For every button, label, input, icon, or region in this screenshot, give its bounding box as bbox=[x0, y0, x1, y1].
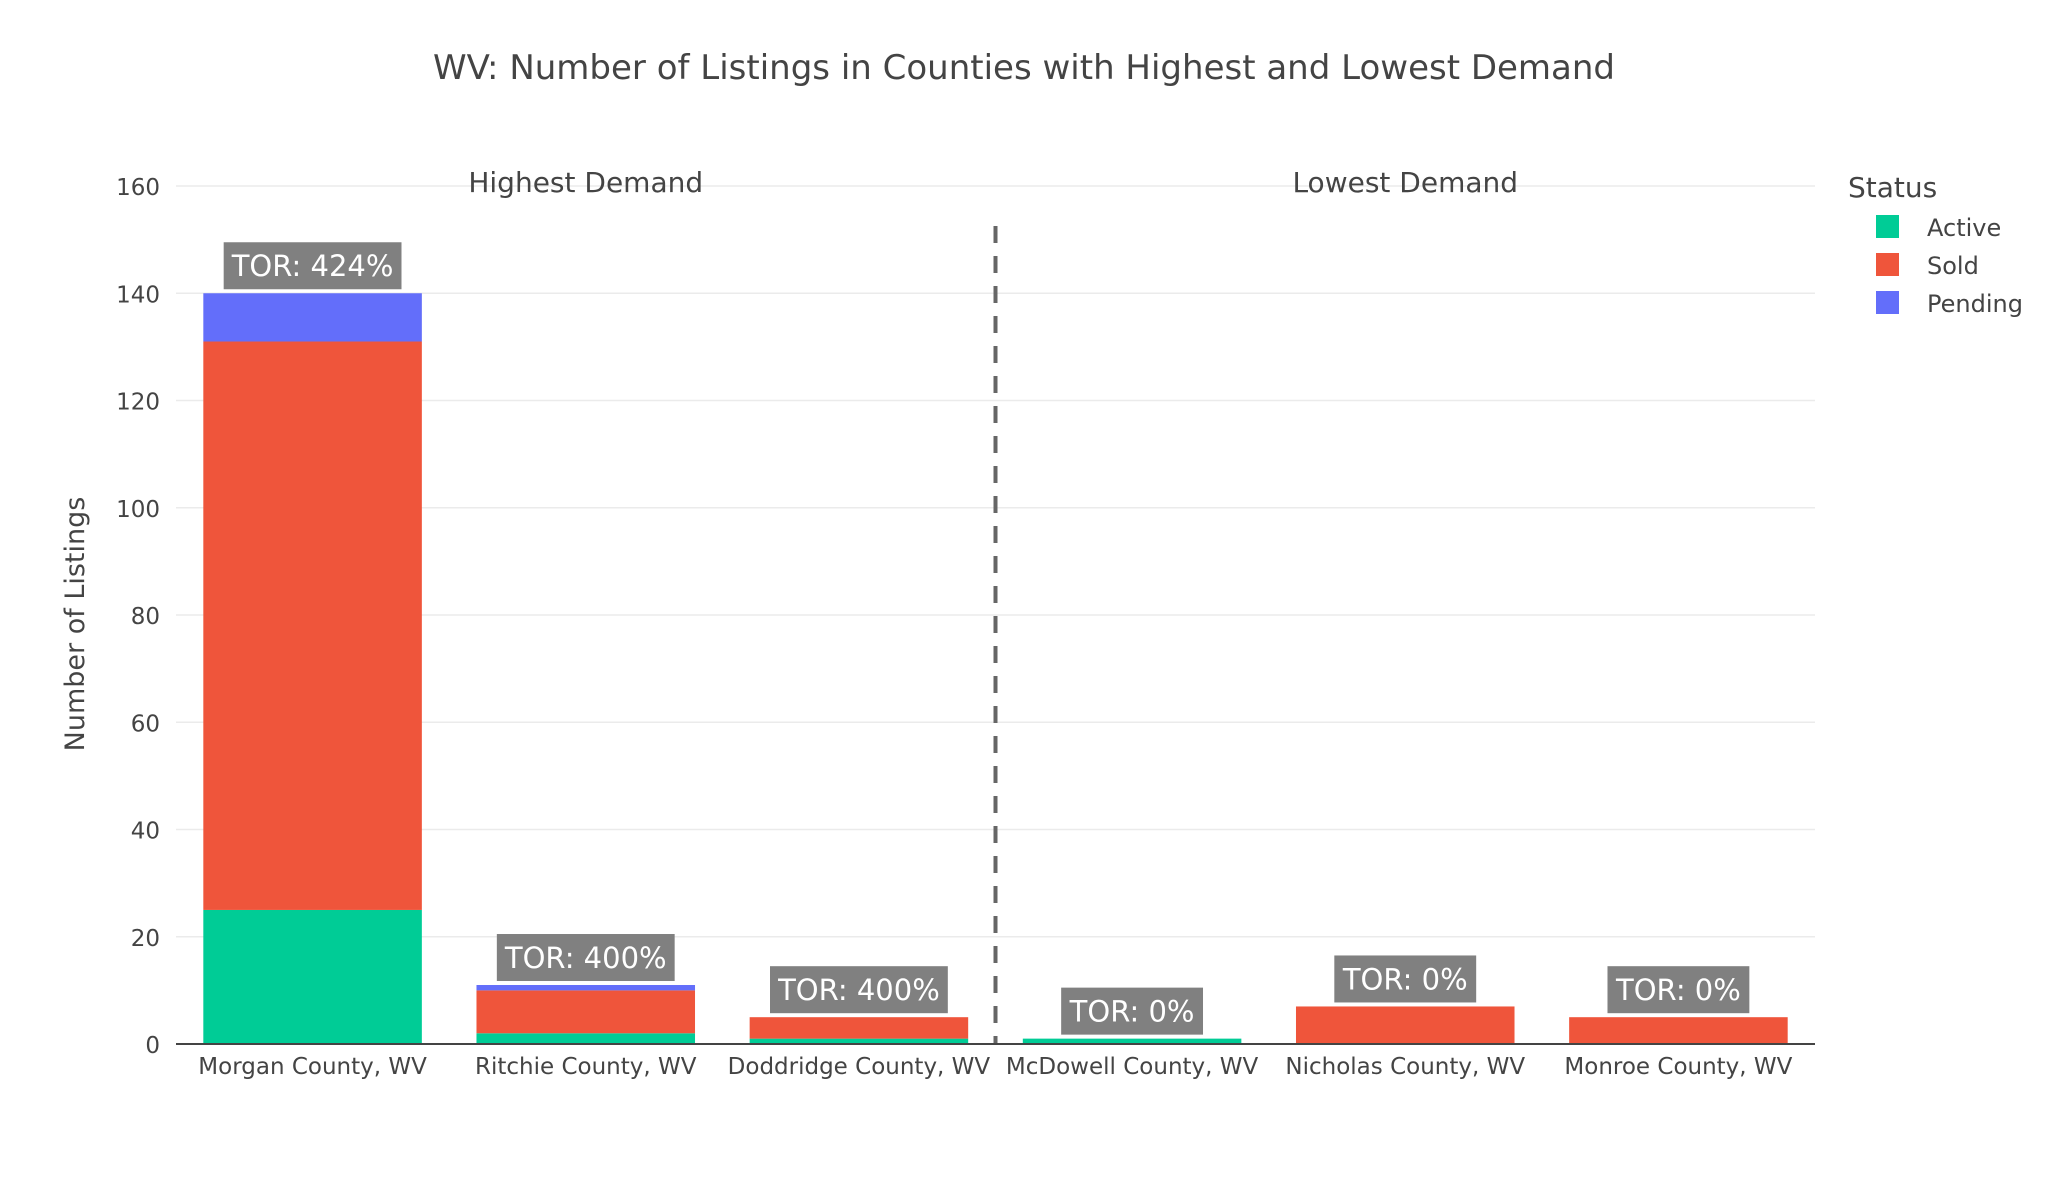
bar-label: TOR: 400% bbox=[504, 941, 667, 975]
bar-label-box bbox=[496, 934, 675, 982]
legend-swatch-active bbox=[1876, 215, 1899, 238]
bar-label: TOR: 0% bbox=[1615, 973, 1741, 1007]
bar-pending-2 bbox=[476, 985, 696, 991]
bar-sold-6 bbox=[1569, 1017, 1788, 1044]
x-tick-label: Morgan County, WV bbox=[198, 1054, 427, 1080]
bar-label-box bbox=[1061, 987, 1204, 1035]
axes: 0 20 40 60 80 100 120 140 160 Morgan County, WV Ri… bbox=[116, 175, 1815, 1080]
legend: Status Active Sold Pending bbox=[1848, 171, 2023, 318]
bar-pending-1 bbox=[203, 293, 422, 342]
group-label: Highest Demand bbox=[468, 166, 703, 199]
bar-sold-2 bbox=[476, 990, 696, 1034]
group-annotations: Highest Demand Lowest Demand bbox=[468, 166, 1518, 199]
y-tick-label: 80 bbox=[131, 604, 160, 630]
bar-label: TOR: 424% bbox=[231, 249, 394, 283]
legend-swatch-sold bbox=[1876, 253, 1899, 276]
y-tick-label: 120 bbox=[116, 390, 160, 416]
legend-label-active: Active bbox=[1927, 214, 2001, 242]
bar-sold-5 bbox=[1295, 1006, 1515, 1044]
bar-label: TOR: 400% bbox=[777, 973, 940, 1007]
y-tick-label: 40 bbox=[131, 819, 160, 845]
y-tick-label: 60 bbox=[131, 711, 160, 737]
bar-label: TOR: 0% bbox=[1342, 962, 1468, 996]
y-tick-label: 20 bbox=[131, 926, 160, 952]
bar-sold-3 bbox=[749, 1017, 969, 1039]
legend-swatch-pending bbox=[1876, 291, 1899, 314]
chart-title: WV: Number of Listings in Counties with … bbox=[433, 48, 1615, 88]
x-tick-label: Ritchie County, WV bbox=[475, 1054, 697, 1080]
y-tick-label: 0 bbox=[145, 1033, 160, 1059]
y-tick-label: 140 bbox=[116, 282, 160, 308]
bar-label-box bbox=[223, 242, 402, 290]
bar-label-box bbox=[1334, 955, 1477, 1003]
x-tick-label: Nicholas County, WV bbox=[1285, 1054, 1525, 1080]
bar-label: TOR: 0% bbox=[1069, 995, 1195, 1029]
y-axis-title: Number of Listings bbox=[60, 497, 91, 752]
bar-label-box bbox=[1607, 966, 1750, 1014]
x-tick-label: Monroe County, WV bbox=[1564, 1054, 1792, 1080]
legend-title: Status bbox=[1848, 171, 1937, 204]
group-label: Lowest Demand bbox=[1292, 166, 1518, 199]
legend-label-sold: Sold bbox=[1927, 252, 1979, 280]
y-tick-label: 160 bbox=[116, 175, 160, 201]
bar-active-3 bbox=[749, 1038, 969, 1044]
bar-active-2 bbox=[476, 1033, 696, 1044]
bar-labels: TOR: 424% TOR: 400% TOR: 400% TOR: 0% TOR: 0… bbox=[223, 242, 1750, 1035]
bar-active-1 bbox=[203, 909, 422, 1044]
x-tick-label: Doddridge County, WV bbox=[728, 1054, 991, 1080]
x-tick-label: McDowell County, WV bbox=[1006, 1054, 1259, 1080]
bars bbox=[203, 293, 1788, 1044]
y-tick-label: 100 bbox=[116, 497, 160, 523]
bar-active-4 bbox=[1022, 1038, 1242, 1044]
bar-label-box bbox=[770, 966, 948, 1014]
bar-sold-1 bbox=[203, 341, 422, 910]
legend-label-pending: Pending bbox=[1927, 290, 2023, 318]
